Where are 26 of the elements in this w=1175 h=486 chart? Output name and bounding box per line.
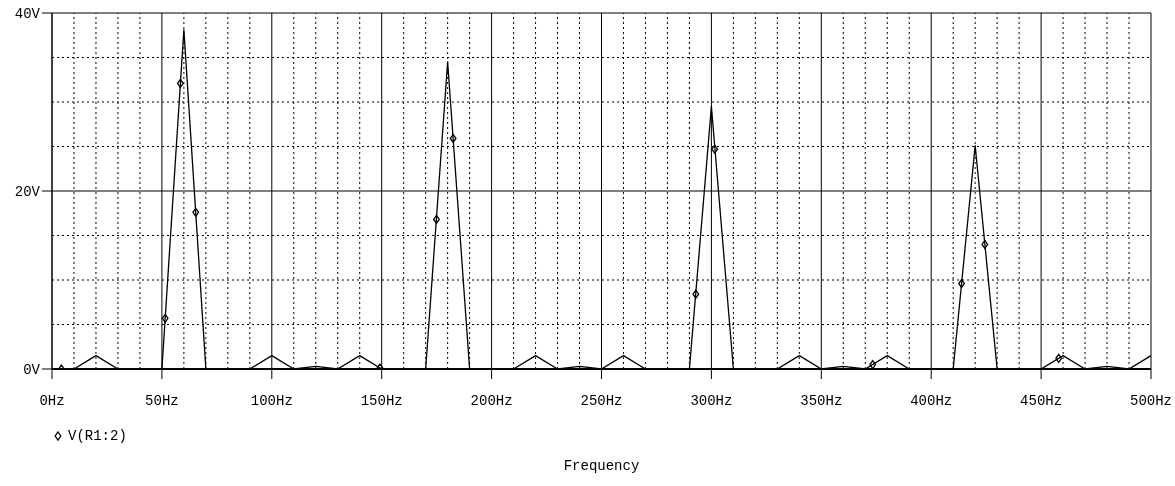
point: [449, 133, 457, 144]
x-tick-label: 150Hz: [360, 393, 403, 409]
y-tick-label: 0V: [23, 362, 41, 378]
x-tick-label: 0Hz: [39, 393, 65, 409]
y-tick-label: 40V: [14, 6, 41, 22]
point: [161, 313, 169, 323]
point: [432, 214, 440, 225]
x-tick-label: 250Hz: [580, 393, 623, 409]
point: [692, 289, 700, 299]
point: [1055, 353, 1063, 363]
y-tick-label: 20V: [14, 184, 41, 200]
point: [711, 144, 719, 154]
point: [176, 78, 184, 88]
legend-label: V(R1:2): [68, 428, 127, 444]
x-axis-title: Frequency: [562, 458, 641, 474]
x-tick-label: 350Hz: [800, 393, 843, 409]
point: [192, 207, 200, 218]
x-tick-label: 400Hz: [910, 393, 953, 409]
point: [869, 359, 877, 369]
point: [981, 239, 989, 250]
x-tick-label: 100Hz: [250, 393, 293, 409]
x-tick-label: 50Hz: [145, 393, 179, 409]
x-tick-label: 450Hz: [1020, 393, 1063, 409]
x-tick-label: 300Hz: [690, 393, 733, 409]
x-tick-label: 200Hz: [470, 393, 513, 409]
x-tick-label: 500Hz: [1129, 393, 1173, 409]
